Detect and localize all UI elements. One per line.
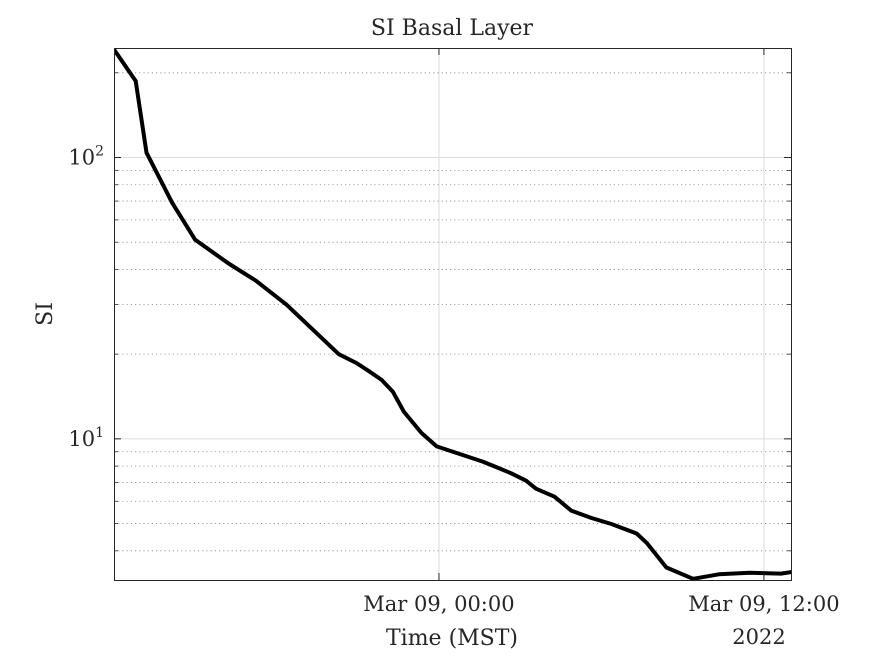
y-tick-label: 101 bbox=[68, 425, 104, 451]
x-axis-year-label: 2022 bbox=[732, 625, 785, 649]
chart-title: SI Basal Layer bbox=[371, 16, 534, 41]
axes-box bbox=[114, 48, 792, 581]
x-tick-label: Mar 09, 12:00 bbox=[688, 592, 839, 616]
x-axis-label: Time (MST) bbox=[386, 626, 518, 651]
y-tick-label: 102 bbox=[68, 143, 104, 169]
tick-marks bbox=[114, 48, 791, 580]
x-tick-label: Mar 09, 00:00 bbox=[363, 592, 514, 616]
tick-labels: 101 102 Mar 09, 00:00 Mar 09, 12:00 bbox=[68, 143, 839, 616]
major-gridlines bbox=[114, 48, 791, 580]
plot-area bbox=[114, 48, 791, 580]
series-line bbox=[114, 48, 791, 580]
y-axis-label: SI bbox=[33, 302, 58, 326]
